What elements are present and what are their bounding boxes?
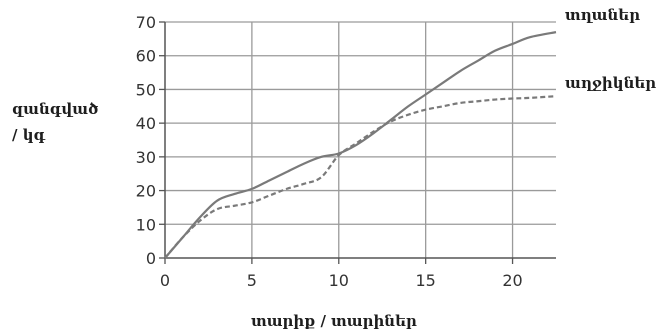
y-tick-label: 50 bbox=[136, 80, 156, 99]
series-line-1 bbox=[164, 31, 557, 259]
y-tick-label: 20 bbox=[136, 182, 156, 201]
y-tick-label: 10 bbox=[136, 215, 156, 234]
y-axis-label-line2: / կգ bbox=[12, 126, 46, 144]
x-tick-label: 5 bbox=[247, 271, 257, 290]
y-tick-label: 40 bbox=[136, 114, 156, 133]
series-label-2: աղջիկներ bbox=[565, 74, 656, 92]
series-label-1: տղաներ bbox=[565, 6, 640, 24]
x-tick-label: 0 bbox=[160, 271, 170, 290]
y-tick-label: 60 bbox=[136, 47, 156, 66]
y-tick-label: 0 bbox=[146, 249, 156, 268]
series-line-2 bbox=[164, 95, 557, 259]
y-axis-label-line1: զանգված bbox=[12, 100, 99, 118]
series-lines bbox=[164, 31, 557, 259]
tick-labels: 0 10 20 30 40 50 60 70 0 5 10 15 20 bbox=[136, 13, 523, 290]
series-labels: տղաներ աղջիկներ bbox=[565, 6, 656, 92]
y-tick-label: 30 bbox=[136, 148, 156, 167]
axes bbox=[159, 21, 556, 264]
x-tick-label: 20 bbox=[502, 271, 522, 290]
x-tick-label: 15 bbox=[415, 271, 435, 290]
x-axis-label: տարիք / տարիներ bbox=[251, 312, 417, 330]
x-tick-label: 10 bbox=[329, 271, 349, 290]
y-axis-label: զանգված / կգ bbox=[12, 96, 98, 148]
grid-lines bbox=[165, 21, 556, 258]
y-tick-label: 70 bbox=[136, 13, 156, 32]
